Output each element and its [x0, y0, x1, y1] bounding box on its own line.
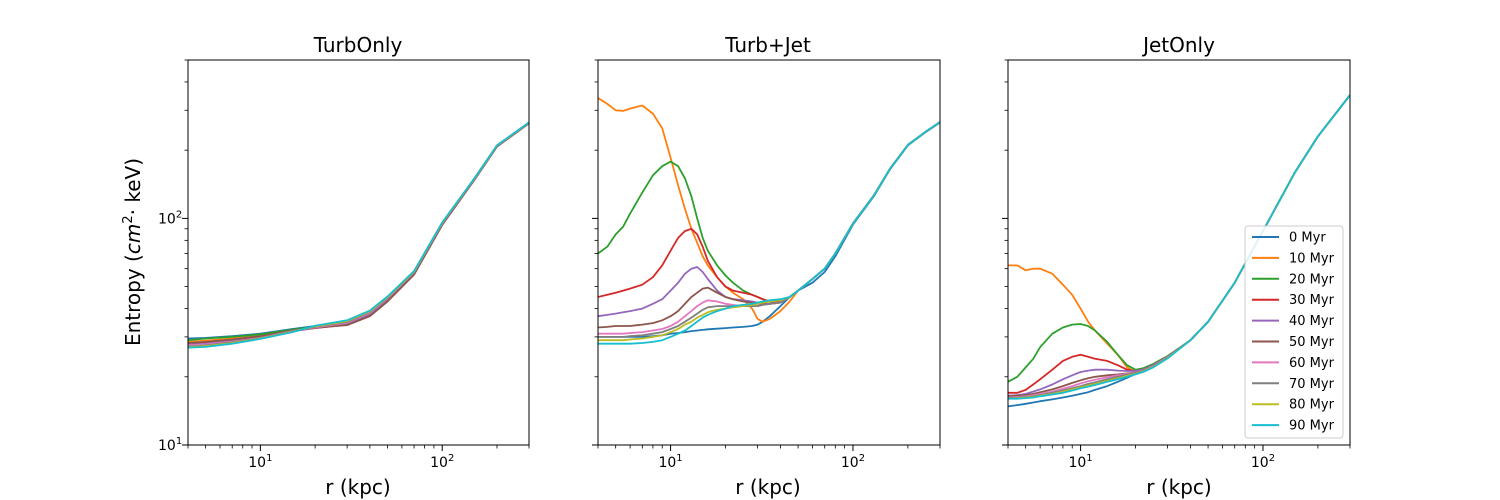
- series-line-0-myr: [598, 121, 940, 338]
- legend-label: 70 Myr: [1289, 377, 1335, 392]
- legend-entry: 70 Myr: [1252, 377, 1335, 392]
- series-line-90-myr: [598, 121, 940, 345]
- x-axis-label: r (kpc): [1146, 475, 1211, 499]
- panel-turbonly: TurbOnly r (kpc) 101 102 101 102: [158, 33, 530, 499]
- panel-jetonly: JetOnly r (kpc) 101 102: [1002, 33, 1351, 499]
- y-axis-label-unit: cm: [121, 224, 145, 254]
- series-group: [598, 97, 940, 345]
- panel-turb-jet: Turb+Jet r (kpc) 101 102: [592, 33, 941, 499]
- axes-frame: [187, 59, 530, 446]
- y-ticks: [1002, 59, 1008, 446]
- panel-title: TurbOnly: [313, 33, 403, 57]
- series-line-90-myr: [188, 121, 529, 349]
- y-tick-label: 101: [158, 436, 182, 454]
- plot-area: 101 102 101 102: [158, 59, 530, 471]
- y-axis-label: Entropy (cm2· keV): [121, 158, 145, 346]
- legend-label: 80 Myr: [1289, 398, 1335, 413]
- x-tick-label: 102: [1251, 453, 1275, 471]
- x-tick-label: 102: [841, 453, 865, 471]
- legend-label: 0 Myr: [1289, 231, 1326, 246]
- plot-area: 101 102: [1002, 59, 1351, 471]
- series-line-90-myr: [1008, 94, 1350, 400]
- x-tick-label: 101: [1068, 453, 1092, 471]
- x-axis-label: r (kpc): [735, 475, 800, 499]
- y-ticks: 101 102: [158, 59, 188, 454]
- legend-label: 90 Myr: [1289, 419, 1335, 434]
- y-axis-label-unit-exp: 2: [121, 215, 136, 223]
- y-tick-label: 102: [158, 209, 182, 227]
- legend-entry: 10 Myr: [1252, 251, 1335, 266]
- legend-label: 40 Myr: [1289, 314, 1335, 329]
- legend-label: 50 Myr: [1289, 335, 1335, 350]
- panel-title: JetOnly: [1141, 33, 1215, 57]
- legend-entry: 20 Myr: [1252, 272, 1335, 287]
- axes-frame: [1007, 59, 1351, 446]
- x-ticks: 101 102: [597, 445, 941, 471]
- x-tick-label: 102: [430, 453, 454, 471]
- legend-label: 30 Myr: [1289, 293, 1335, 308]
- legend-entry: 30 Myr: [1252, 293, 1335, 308]
- legend-entry: 60 Myr: [1252, 356, 1335, 371]
- x-tick-label: 101: [658, 453, 682, 471]
- x-axis-label: r (kpc): [325, 475, 390, 499]
- x-ticks: 101 102: [187, 445, 530, 471]
- legend-label: 60 Myr: [1289, 356, 1335, 371]
- series-group: [1008, 94, 1350, 408]
- legend-entry: 40 Myr: [1252, 314, 1335, 329]
- x-tick-label: 101: [248, 453, 272, 471]
- legend-entry: 90 Myr: [1252, 419, 1335, 434]
- axes-frame: [597, 59, 941, 446]
- legend-entry: 80 Myr: [1252, 398, 1335, 413]
- y-ticks: [592, 59, 598, 446]
- x-ticks: 101 102: [1007, 445, 1351, 471]
- legend-entry: 50 Myr: [1252, 335, 1335, 350]
- legend-label: 20 Myr: [1289, 272, 1335, 287]
- legend-label: 10 Myr: [1289, 251, 1335, 266]
- series-group: [188, 121, 529, 349]
- panel-title: Turb+Jet: [724, 33, 811, 57]
- plot-area: 101 102: [592, 59, 941, 471]
- legend-entry: 0 Myr: [1252, 231, 1326, 246]
- legend: 0 Myr 10 Myr 20 Myr 30 Myr 40 Myr 50 Myr 60 My…: [1244, 225, 1344, 439]
